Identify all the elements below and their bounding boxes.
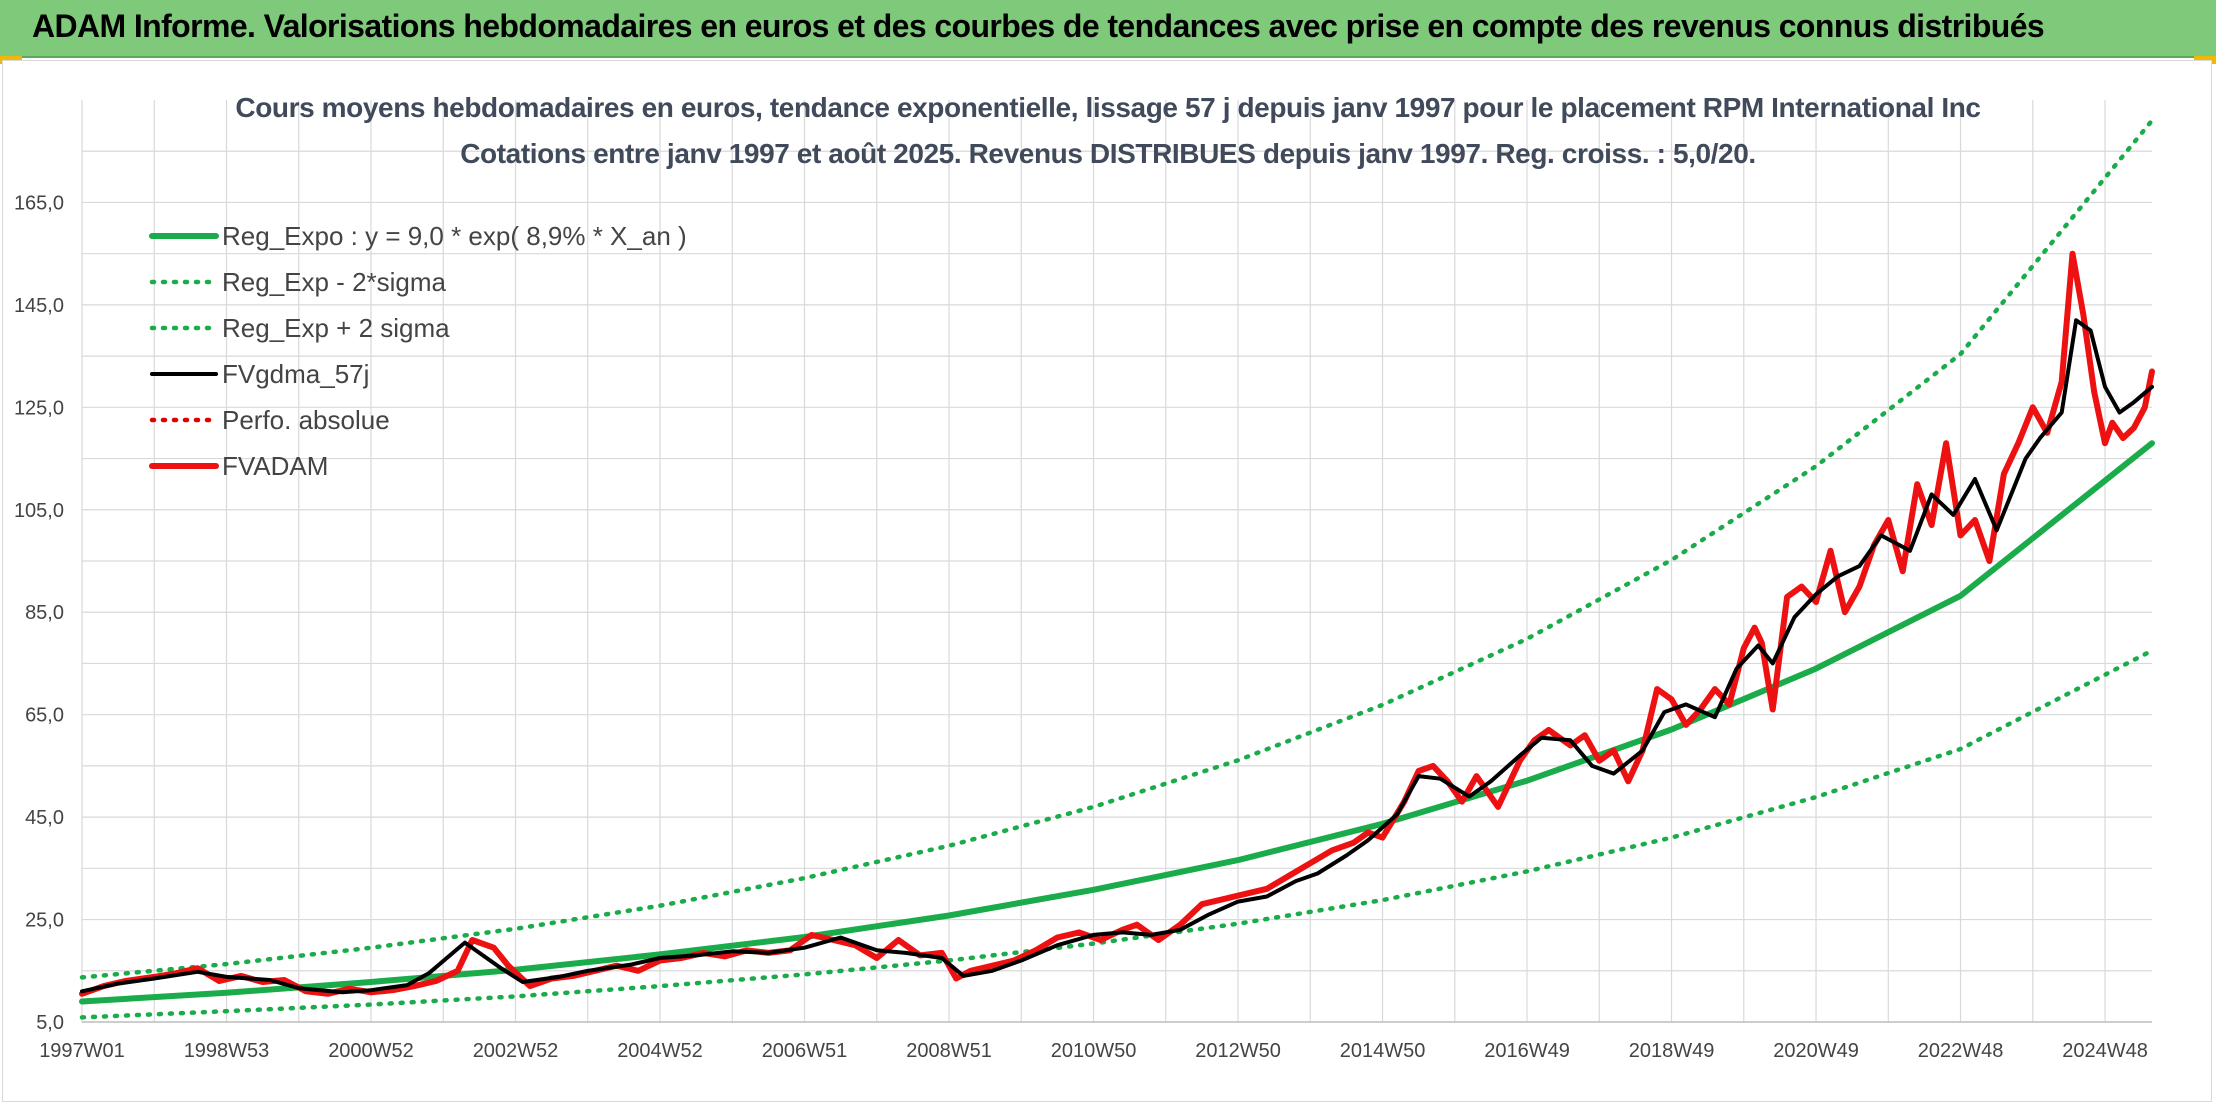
y-tick-label: 105,0 — [14, 500, 64, 522]
x-tick-label: 2014W50 — [1340, 1040, 1426, 1062]
y-tick-label: 145,0 — [14, 295, 64, 317]
legend-label: FVADAM — [222, 451, 328, 481]
series-line-3 — [80, 318, 2154, 995]
x-tick-label: 2006W51 — [762, 1040, 848, 1062]
x-tick-label: 2020W49 — [1773, 1040, 1859, 1062]
x-tick-label: 2012W50 — [1195, 1040, 1281, 1062]
x-tick-label: 2002W52 — [473, 1040, 559, 1062]
legend-label: FVgdma_57j — [222, 359, 369, 389]
y-tick-label: 45,0 — [25, 807, 64, 829]
series-line-5 — [79, 250, 2155, 997]
x-tick-label: 2008W51 — [906, 1040, 992, 1062]
chart-title: Cours moyens hebdomadaires en euros, ten… — [235, 92, 1981, 123]
y-tick-label: 25,0 — [25, 910, 64, 932]
y-tick-label: 165,0 — [14, 192, 64, 214]
x-tick-label: 2016W49 — [1484, 1040, 1570, 1062]
y-tick-label: 65,0 — [25, 705, 64, 727]
x-tick-label: 2018W49 — [1629, 1040, 1715, 1062]
x-tick-label: 2004W52 — [617, 1040, 703, 1062]
x-tick-label: 1997W01 — [39, 1040, 125, 1062]
x-tick-label: 2024W48 — [2062, 1040, 2148, 1062]
chart-subtitle: Cotations entre janv 1997 et août 2025. … — [460, 138, 1756, 169]
legend-label: Reg_Expo : y = 9,0 * exp( 8,9% * X_an ) — [222, 221, 687, 251]
x-tick-label: 1998W53 — [184, 1040, 270, 1062]
series-line-2 — [79, 118, 2155, 980]
series-line-0 — [79, 440, 2155, 1005]
series-line-1 — [79, 648, 2155, 1020]
y-tick-label: 125,0 — [14, 397, 64, 419]
legend-label: Reg_Exp + 2 sigma — [222, 313, 450, 343]
x-tick-label: 2010W50 — [1051, 1040, 1137, 1062]
x-tick-label: 2022W48 — [1918, 1040, 2004, 1062]
chart-area — [2, 60, 2212, 1102]
report-title: ADAM Informe. Valorisations hebdomadaire… — [32, 8, 2045, 44]
y-tick-label: 85,0 — [25, 602, 64, 624]
x-tick-label: 2000W52 — [328, 1040, 414, 1062]
y-tick-label: 5,0 — [36, 1012, 64, 1034]
report-banner: ADAM Informe. Valorisations hebdomadaire… — [0, 0, 2216, 58]
legend-label: Perfo. absolue — [222, 405, 390, 435]
legend-label: Reg_Exp - 2*sigma — [222, 267, 447, 297]
